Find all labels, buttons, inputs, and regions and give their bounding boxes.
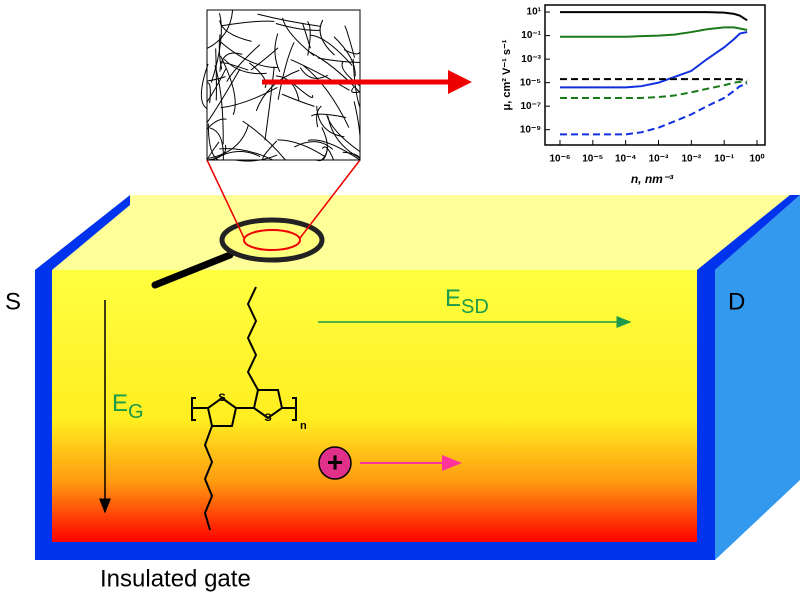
- fiber: [277, 42, 295, 100]
- source-top: [35, 195, 130, 270]
- esd-label: ESD: [445, 285, 489, 318]
- fiber: [264, 66, 275, 141]
- fiber: [210, 13, 222, 83]
- fiber: [303, 65, 350, 128]
- fiber: [325, 113, 361, 153]
- x-tick-label: 10⁻⁶: [549, 154, 570, 165]
- fiber: [206, 10, 234, 49]
- fiber: [206, 82, 211, 104]
- fiber: [215, 48, 217, 101]
- fiber: [310, 113, 347, 119]
- fiber: [333, 36, 356, 77]
- x-tick-label: 10⁻⁴: [615, 154, 636, 165]
- side-face: [715, 195, 800, 560]
- fiber: [281, 93, 315, 107]
- morphology-image: [200, 9, 361, 162]
- x-tick-label: 10⁻⁵: [582, 154, 603, 165]
- y-tick-label: 10⁻⁹: [520, 124, 541, 135]
- fiber: [226, 44, 261, 82]
- atom-label: S: [264, 412, 271, 424]
- hole: [318, 446, 352, 480]
- series-line: [559, 80, 748, 99]
- series-line: [559, 78, 748, 82]
- fiber: [342, 151, 361, 161]
- y-tick-label: 10⁻⁵: [520, 77, 541, 88]
- semiconductor: [52, 270, 697, 542]
- y-tick-label: 10¹: [527, 7, 542, 18]
- fiber: [290, 59, 350, 91]
- fiber: [275, 23, 321, 31]
- field-subscript: SD: [461, 296, 489, 318]
- fiber: [351, 86, 361, 94]
- fiber: [353, 101, 361, 137]
- fiber: [221, 20, 275, 27]
- fiber: [307, 139, 361, 161]
- drain-label: D: [728, 288, 745, 315]
- x-tick-label: 10⁻²: [681, 154, 701, 165]
- plot-frame: [544, 4, 766, 146]
- fiber: [310, 34, 353, 67]
- top-face: [35, 195, 800, 270]
- fiber: [321, 146, 335, 161]
- fiber: [218, 34, 223, 70]
- magnifier: [151, 217, 325, 289]
- gate-label: Insulated gate: [100, 565, 251, 592]
- fiber: [200, 63, 209, 110]
- fiber: [344, 25, 356, 58]
- field-symbol: E: [445, 285, 461, 312]
- red-arrowhead: [448, 70, 472, 94]
- y-tick-label: 10⁻¹: [521, 30, 541, 41]
- y-axis-label: μ, cm² V⁻¹ s⁻¹: [501, 39, 513, 110]
- fiber: [250, 47, 279, 71]
- source-label: S: [5, 288, 21, 315]
- fiber: [299, 67, 329, 79]
- fiber: [317, 57, 361, 64]
- x-axis-label: n, nm⁻³: [631, 172, 674, 186]
- y-tick-label: 10⁻³: [521, 54, 541, 65]
- fiber: [206, 68, 241, 123]
- zoom-line: [206, 159, 245, 239]
- mobility-chart: n, nm⁻³ μ, cm² V⁻¹ s⁻¹ 10⁻⁶ 10⁻⁵ 10⁻⁴ 10⁻³ 1…: [501, 4, 766, 186]
- device: [35, 195, 800, 560]
- fiber: [209, 127, 224, 161]
- fiber: [206, 124, 249, 160]
- series-line: [559, 26, 748, 38]
- fiber: [234, 154, 278, 162]
- fiber: [321, 127, 328, 161]
- fiber: [248, 62, 267, 89]
- fiber: [277, 139, 325, 157]
- series-line: [559, 31, 748, 89]
- repeat-label: n: [300, 420, 307, 432]
- fiber: [206, 118, 227, 130]
- field-subscript: G: [128, 401, 144, 423]
- charge-label: +: [327, 446, 343, 477]
- x-tick-label: 10⁻³: [649, 154, 669, 165]
- fiber: [242, 120, 286, 161]
- eg-label: EG: [112, 390, 144, 423]
- fiber: [274, 33, 281, 73]
- y-tick-label: 10⁻⁷: [520, 101, 541, 112]
- molecule: [191, 286, 297, 531]
- x-tick-label: 10⁻¹: [714, 154, 734, 165]
- drain-top: [697, 195, 800, 270]
- x-tick-label: 10⁰: [749, 154, 764, 165]
- zoom-line: [299, 159, 361, 239]
- fiber: [319, 19, 335, 56]
- fiber: [257, 13, 321, 27]
- fiber: [220, 87, 278, 109]
- fiber: [223, 58, 267, 75]
- fiber: [219, 52, 243, 72]
- fiber: [219, 20, 252, 42]
- fiber: [219, 41, 279, 69]
- series-line: [559, 11, 748, 22]
- fiber: [301, 22, 311, 49]
- series-line: [559, 82, 748, 136]
- field-symbol: E: [112, 390, 128, 417]
- fiber: [206, 76, 226, 82]
- atom-label: S: [218, 392, 225, 404]
- fiber: [212, 151, 261, 161]
- fiber: [293, 141, 334, 150]
- fiber: [292, 82, 314, 98]
